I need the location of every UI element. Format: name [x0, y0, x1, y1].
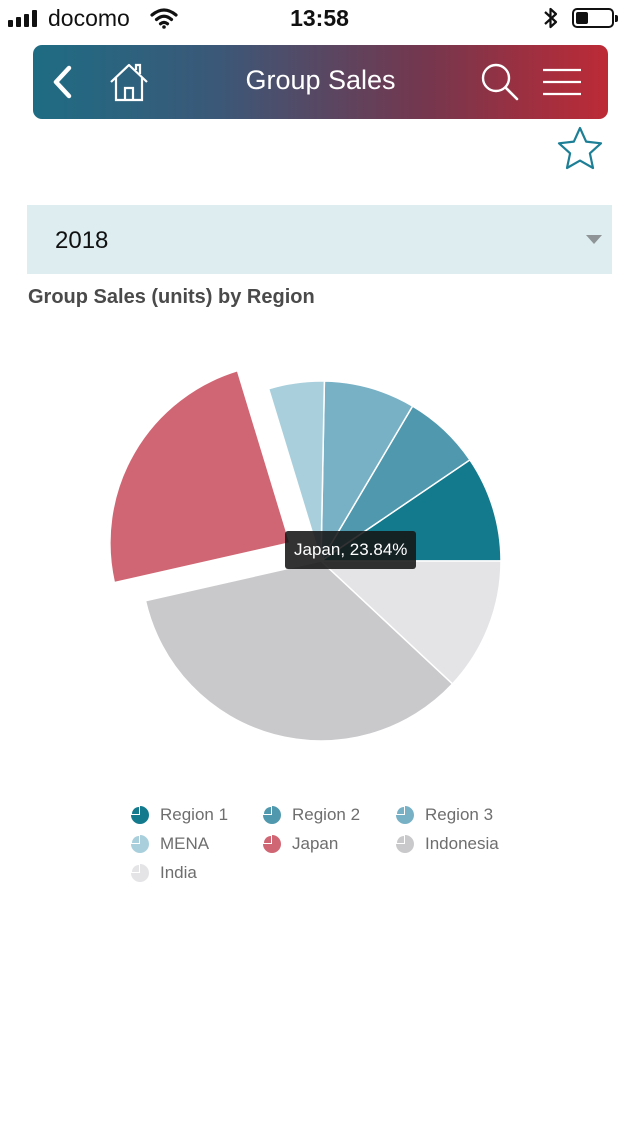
legend-pie-icon — [131, 835, 149, 853]
pie-slice-indonesia[interactable] — [144, 560, 454, 742]
app-header: Group Sales — [33, 45, 608, 119]
legend-label: Region 2 — [292, 805, 361, 824]
legend-label: MENA — [160, 834, 210, 853]
pie-slice-region-3[interactable] — [320, 380, 414, 564]
home-button[interactable] — [103, 45, 155, 119]
back-arrow-icon — [53, 65, 72, 99]
year-select-value: 2018 — [55, 227, 109, 254]
chart-title: Group Sales (units) by Region — [28, 286, 315, 308]
legend-pie-icon — [131, 806, 149, 824]
wifi-icon — [150, 8, 178, 29]
home-icon — [110, 63, 148, 102]
page-title: Group Sales — [245, 65, 396, 95]
pie-slice-mena[interactable] — [267, 380, 326, 562]
legend-pie-icon — [263, 806, 281, 824]
menu-button[interactable] — [535, 45, 589, 119]
star-icon — [557, 126, 603, 170]
pie-slice-india[interactable] — [319, 560, 502, 685]
favorite-button[interactable] — [556, 125, 604, 171]
legend-pie-icon — [396, 806, 414, 824]
status-time: 13:58 — [290, 5, 349, 31]
legend-label: Region 3 — [425, 805, 494, 824]
legend-pie-icon — [131, 864, 149, 882]
battery-icon — [572, 8, 618, 28]
legend-pie-icon — [263, 835, 281, 853]
legend-pie-icon — [396, 835, 414, 853]
bluetooth-icon — [544, 7, 558, 29]
status-bar: docomo 13:58 — [0, 0, 639, 38]
year-select[interactable]: 2018 — [27, 205, 612, 274]
legend-item-mena[interactable]: MENA — [130, 830, 209, 858]
carrier-name: docomo — [48, 5, 130, 31]
legend-item-japan[interactable]: Japan — [262, 830, 338, 858]
legend-item-region-2[interactable]: Region 2 — [262, 801, 360, 829]
legend-label: Japan — [292, 834, 339, 853]
legend-item-region-1[interactable]: Region 1 — [130, 801, 228, 829]
dropdown-arrow-icon — [586, 235, 602, 244]
battery-fill — [576, 12, 588, 24]
back-button[interactable] — [41, 45, 85, 119]
pie-chart — [109, 369, 502, 742]
pie-slice-japan[interactable] — [109, 369, 291, 584]
search-button[interactable] — [473, 45, 527, 119]
legend-item-india[interactable]: India — [130, 859, 197, 887]
legend-label: India — [160, 863, 197, 882]
legend-label: Indonesia — [425, 834, 499, 853]
legend-label: Region 1 — [160, 805, 229, 824]
legend-item-region-3[interactable]: Region 3 — [395, 801, 493, 829]
signal-strength-icon — [8, 10, 37, 27]
chart-tooltip: Japan, 23.84% — [285, 531, 417, 569]
hamburger-menu-icon — [543, 68, 581, 96]
legend-item-indonesia[interactable]: Indonesia — [395, 830, 499, 858]
search-icon — [481, 63, 519, 101]
